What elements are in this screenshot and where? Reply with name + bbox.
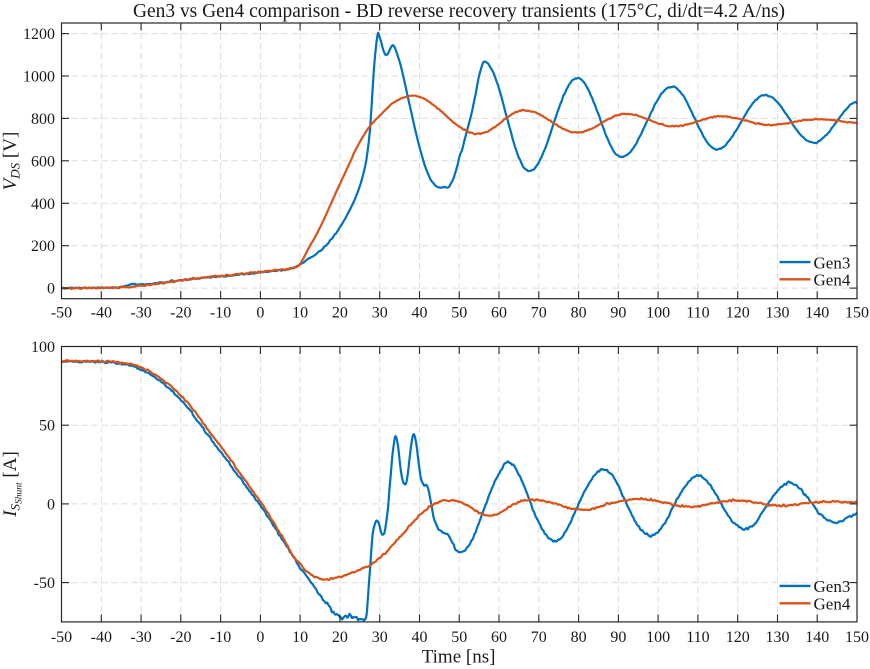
svg-text:Gen3: Gen3 bbox=[814, 577, 851, 596]
svg-text:100: 100 bbox=[646, 305, 670, 322]
svg-text:0: 0 bbox=[256, 629, 264, 646]
svg-text:Gen4: Gen4 bbox=[814, 271, 851, 290]
svg-text:130: 130 bbox=[766, 629, 790, 646]
svg-text:800: 800 bbox=[31, 111, 55, 128]
svg-text:80: 80 bbox=[571, 305, 587, 322]
svg-text:150: 150 bbox=[845, 629, 869, 646]
svg-text:30: 30 bbox=[372, 629, 388, 646]
svg-text:40: 40 bbox=[412, 629, 428, 646]
svg-text:110: 110 bbox=[686, 305, 709, 322]
svg-text:-40: -40 bbox=[91, 305, 112, 322]
svg-text:-40: -40 bbox=[91, 629, 112, 646]
svg-text:80: 80 bbox=[571, 629, 587, 646]
svg-text:ISShunt [A]: ISShunt [A] bbox=[0, 451, 25, 518]
svg-text:50: 50 bbox=[39, 418, 55, 435]
svg-text:110: 110 bbox=[686, 629, 709, 646]
svg-text:30: 30 bbox=[372, 305, 388, 322]
svg-text:20: 20 bbox=[332, 629, 348, 646]
svg-text:70: 70 bbox=[531, 305, 547, 322]
svg-text:50: 50 bbox=[451, 305, 467, 322]
svg-text:0: 0 bbox=[47, 281, 55, 298]
svg-text:-30: -30 bbox=[130, 629, 151, 646]
svg-text:Gen3 vs Gen4 comparison - BD r: Gen3 vs Gen4 comparison - BD reverse rec… bbox=[133, 1, 785, 22]
svg-text:130: 130 bbox=[766, 305, 790, 322]
svg-text:-20: -20 bbox=[170, 305, 191, 322]
svg-text:VDS [V]: VDS [V] bbox=[0, 132, 23, 191]
svg-text:120: 120 bbox=[726, 629, 750, 646]
svg-text:Gen4: Gen4 bbox=[814, 595, 851, 614]
svg-text:70: 70 bbox=[531, 629, 547, 646]
svg-text:-50: -50 bbox=[34, 575, 55, 592]
svg-text:40: 40 bbox=[412, 305, 428, 322]
svg-text:60: 60 bbox=[491, 629, 507, 646]
svg-text:90: 90 bbox=[610, 629, 626, 646]
svg-text:1000: 1000 bbox=[23, 69, 55, 86]
svg-text:-50: -50 bbox=[51, 629, 72, 646]
svg-text:10: 10 bbox=[292, 305, 308, 322]
svg-text:20: 20 bbox=[332, 305, 348, 322]
svg-text:0: 0 bbox=[47, 496, 55, 513]
svg-text:140: 140 bbox=[805, 629, 829, 646]
svg-text:1200: 1200 bbox=[23, 26, 55, 43]
svg-text:150: 150 bbox=[845, 305, 869, 322]
svg-text:Gen3: Gen3 bbox=[814, 253, 851, 272]
svg-text:-10: -10 bbox=[210, 305, 231, 322]
svg-text:90: 90 bbox=[610, 305, 626, 322]
svg-text:60: 60 bbox=[491, 305, 507, 322]
svg-text:200: 200 bbox=[31, 238, 55, 255]
svg-text:600: 600 bbox=[31, 153, 55, 170]
svg-text:-20: -20 bbox=[170, 629, 191, 646]
svg-text:0: 0 bbox=[256, 305, 264, 322]
svg-text:100: 100 bbox=[31, 339, 55, 356]
svg-text:Time [ns]: Time [ns] bbox=[422, 647, 496, 668]
svg-text:-50: -50 bbox=[51, 305, 72, 322]
svg-text:-30: -30 bbox=[130, 305, 151, 322]
svg-text:140: 140 bbox=[805, 305, 829, 322]
svg-text:50: 50 bbox=[451, 629, 467, 646]
svg-text:120: 120 bbox=[726, 305, 750, 322]
svg-text:10: 10 bbox=[292, 629, 308, 646]
svg-text:-10: -10 bbox=[210, 629, 231, 646]
svg-text:100: 100 bbox=[646, 629, 670, 646]
svg-text:400: 400 bbox=[31, 196, 55, 213]
